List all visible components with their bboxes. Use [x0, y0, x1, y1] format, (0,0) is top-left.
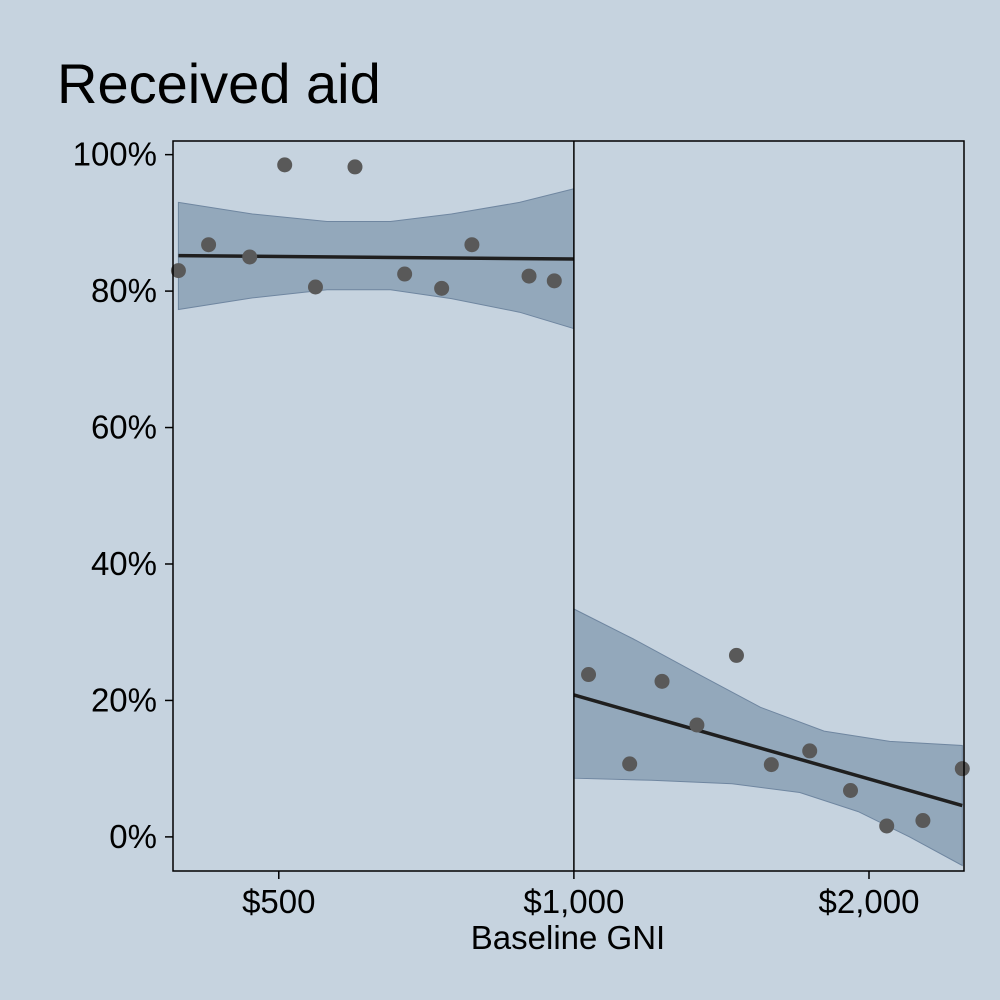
data-point-1-5 [307, 279, 323, 295]
axes: 0% 20% 40% 60% 80% 100% $500 $1,000 $2,000 [73, 136, 965, 920]
y-tick-label: 20% [91, 681, 157, 718]
data-point-1-8 [434, 280, 450, 296]
data-point-2-11 [954, 761, 970, 777]
data-point-2-7 [802, 743, 818, 759]
chart-title: Received aid [57, 52, 381, 115]
y-tick-label: 100% [73, 136, 157, 173]
data-point-1-11 [546, 273, 562, 289]
data-point-2-3 [654, 673, 670, 689]
data-point-2-10 [915, 813, 931, 829]
data-point-2-8 [843, 782, 859, 798]
x-tick-label: $2,000 [819, 883, 920, 920]
confidence-band-2 [573, 608, 963, 867]
data-point-1-7 [397, 266, 413, 282]
data-point-2-4 [689, 717, 705, 733]
data-point-1-9 [464, 237, 480, 253]
data-point-2-6 [763, 757, 779, 773]
y-tick-label: 0% [109, 818, 157, 855]
data-point-1-4 [277, 157, 293, 173]
plot-frame [172, 140, 965, 872]
data-point-1-6 [347, 159, 363, 175]
data-point-2-2 [622, 756, 638, 772]
y-tick-label: 80% [91, 272, 157, 309]
y-tick-label: 40% [91, 545, 157, 582]
data-point-1-2 [201, 237, 217, 253]
data-point-1-3 [242, 249, 258, 265]
data-point-1-1 [170, 263, 186, 279]
x-tick-label: $500 [242, 883, 315, 920]
data-point-2-1 [581, 667, 597, 683]
x-axis-label: Baseline GNI [471, 919, 665, 956]
data-point-2-9 [879, 818, 895, 834]
y-tick-label: 60% [91, 409, 157, 446]
data-point-2-5 [728, 647, 744, 663]
x-tick-label: $1,000 [523, 883, 624, 920]
fit-line-2 [573, 693, 963, 808]
data-point-1-10 [521, 268, 537, 284]
